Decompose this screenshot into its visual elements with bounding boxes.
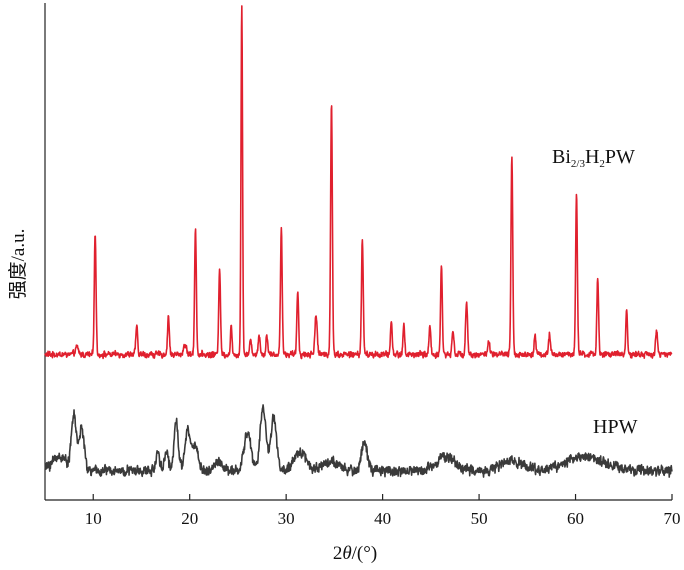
series-line-bi-h2pw: [44, 5, 673, 360]
series-line-hpw: [44, 404, 673, 478]
x-tick-label-60: 60: [567, 509, 584, 528]
y-axis-title: 强度/a.u.: [7, 229, 29, 300]
series-layer: [44, 5, 673, 478]
plot-area: [44, 3, 672, 501]
x-tick-label-40: 40: [374, 509, 391, 528]
x-tick-label-30: 30: [278, 509, 295, 528]
x-axis-title: 2θ/(°): [333, 543, 377, 564]
x-tick-label-20: 20: [181, 509, 198, 528]
series-label-hpw: HPW: [593, 416, 638, 438]
x-tick-label-70: 70: [664, 509, 681, 528]
series-label-bi-h2pw: Bi2/3H2PW: [552, 146, 635, 170]
x-tick-label-50: 50: [471, 509, 488, 528]
x-axis-ticks: 10 20 30 40 50 60 70: [85, 494, 681, 528]
x-tick-label-10: 10: [85, 509, 102, 528]
